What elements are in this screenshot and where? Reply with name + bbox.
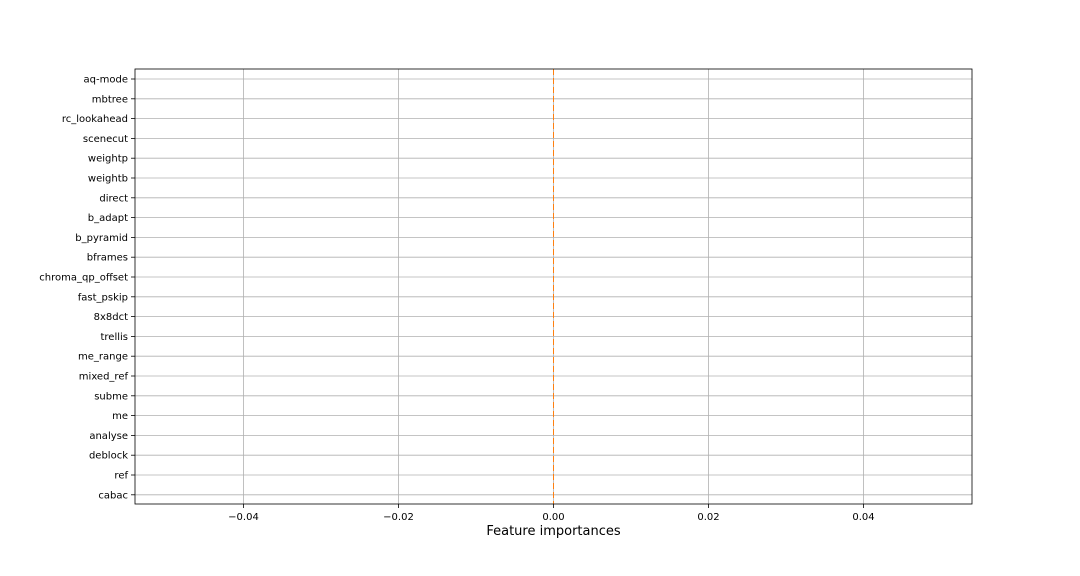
y-tick-label: trellis xyxy=(100,332,128,343)
y-tick-label: analyse xyxy=(89,431,128,442)
y-tick-label: 8x8dct xyxy=(94,312,128,323)
y-tick-label: aq-mode xyxy=(84,75,128,86)
y-tick-label: direct xyxy=(99,193,128,204)
y-tick-label: fast_pskip xyxy=(78,292,128,303)
y-tick-label: cabac xyxy=(98,490,128,501)
y-tick-label: weightb xyxy=(88,174,128,185)
y-tick-label: mbtree xyxy=(92,94,128,105)
y-tick-label: me_range xyxy=(78,352,128,363)
x-tick-label: −0.02 xyxy=(383,512,414,523)
x-tick-label: −0.04 xyxy=(228,512,259,523)
x-axis-title: Feature importances xyxy=(486,524,621,539)
y-tick-label: me xyxy=(112,411,128,422)
y-tick-label: scenecut xyxy=(83,134,128,145)
y-tick-label: weightp xyxy=(88,154,128,165)
x-tick-label: 0.00 xyxy=(542,512,564,523)
y-tick-label: b_adapt xyxy=(88,213,128,224)
y-tick-label: rc_lookahead xyxy=(62,114,128,125)
ticks-layer: −0.04 −0.02 0.00 0.02 0.04 aq-mode mbtree rc_lo… xyxy=(39,75,874,524)
y-tick-label: chroma_qp_offset xyxy=(39,273,128,284)
y-tick-label: deblock xyxy=(89,451,128,462)
x-tick-label: 0.04 xyxy=(852,512,874,523)
y-tick-label: subme xyxy=(94,391,128,402)
y-tick-label: bframes xyxy=(87,253,128,264)
y-tick-label: ref xyxy=(114,471,128,482)
x-tick-label: 0.02 xyxy=(697,512,719,523)
y-tick-label: mixed_ref xyxy=(79,372,129,383)
y-tick-label: b_pyramid xyxy=(75,233,128,244)
